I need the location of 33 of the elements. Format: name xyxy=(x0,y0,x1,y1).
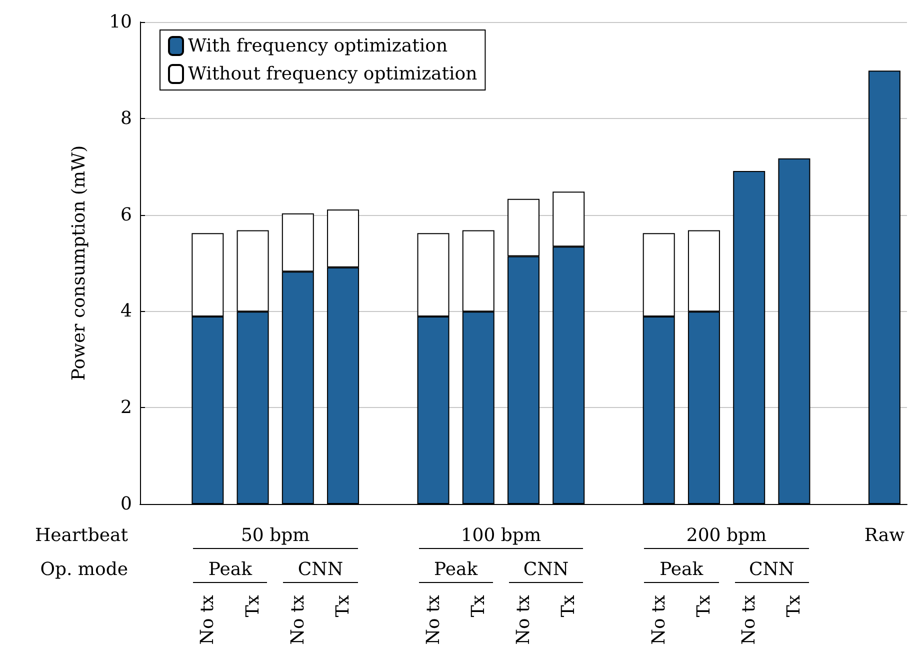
x-tick-label: No tx xyxy=(738,595,760,645)
text: Peak xyxy=(644,558,719,583)
text: Peak xyxy=(193,558,268,583)
y-tick-label: 4 xyxy=(120,300,132,322)
legend-label: With frequency optimization xyxy=(188,36,448,56)
y-tick-label: 10 xyxy=(109,12,132,32)
x-tick-label: Tx xyxy=(468,595,489,618)
text: CNN xyxy=(734,558,809,583)
y-axis-title: Power consumption (mW) xyxy=(68,145,90,381)
text: CNN xyxy=(508,558,584,583)
text: Raw xyxy=(863,524,906,548)
x-tick-label: Tx xyxy=(784,595,805,618)
text: Peak xyxy=(418,558,493,583)
text: CNN xyxy=(283,558,358,583)
text: 200 bpm xyxy=(644,524,809,549)
x-tick-label: No tx xyxy=(513,595,534,645)
x-tick-label: Tx xyxy=(332,595,354,618)
x-tick-label: No tx xyxy=(197,595,218,645)
text: Op. mode xyxy=(40,558,128,582)
text: Heartbeat xyxy=(34,524,128,548)
x-tick-label: No tx xyxy=(422,595,444,645)
y-tick-label: 8 xyxy=(120,108,132,129)
y-tick-label: 2 xyxy=(120,397,132,418)
text: 100 bpm xyxy=(418,524,584,549)
legend-label: Without frequency optimization xyxy=(188,64,478,84)
text: 50 bpm xyxy=(193,524,358,549)
x-tick-label: Tx xyxy=(693,595,714,618)
x-tick-label: Tx xyxy=(242,595,264,618)
x-tick-label: No tx xyxy=(287,595,308,645)
y-tick-label: 0 xyxy=(120,494,132,514)
x-tick-label: Tx xyxy=(558,595,580,618)
y-tick-label: 6 xyxy=(120,204,132,226)
x-tick-label: No tx xyxy=(648,595,670,645)
